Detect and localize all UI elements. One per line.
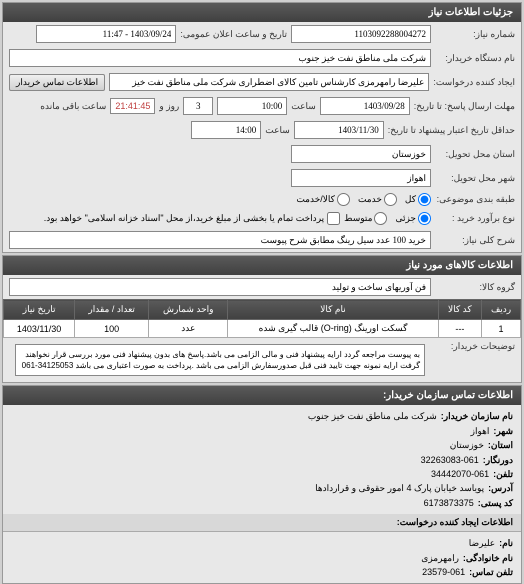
group-input[interactable] — [9, 278, 431, 296]
announce-date-input[interactable] — [36, 25, 176, 43]
name-label: نام: — [499, 536, 513, 550]
org-value: شرکت ملی مناطق نفت خیز جنوب — [308, 409, 437, 423]
org-label: نام سازمان خریدار: — [441, 409, 513, 423]
general-desc-label: شرح کلی نیاز: — [435, 235, 515, 246]
radio-service-label: خدمت — [358, 194, 382, 205]
general-desc-input[interactable] — [9, 231, 431, 249]
request-number-input[interactable] — [291, 25, 431, 43]
delivery-state-input[interactable] — [291, 145, 431, 163]
postal-value: 6173873375 — [424, 496, 474, 510]
panel-header-goods: اطلاعات کالاهای مورد نیاز — [3, 256, 521, 275]
province-value: خوزستان — [450, 438, 484, 452]
radio-all[interactable]: کل — [405, 193, 431, 206]
table-row[interactable]: 1 --- گسکت اورینگ (O-ring) قالب گیری شده… — [4, 320, 521, 338]
purchase-type-radio-group: جزئی متوسط — [344, 212, 431, 225]
delivery-city-label: شهر محل تحویل: — [435, 173, 515, 184]
address-label: آدرس: — [488, 481, 513, 495]
radio-all-label: کل — [405, 194, 416, 205]
radio-goods[interactable]: کالا/خدمت — [296, 193, 350, 206]
radio-goods-label: کالا/خدمت — [296, 194, 335, 205]
buyer-device-label: نام دستگاه خریدار: — [435, 53, 515, 64]
payment-checkbox[interactable]: پرداخت تمام یا بخشی از مبلغ خرید،از محل … — [44, 212, 340, 225]
delivery-state-label: استان محل تحویل: — [435, 149, 515, 160]
fax-label: دورنگار: — [483, 453, 513, 467]
col-index: ردیف — [482, 300, 521, 320]
purchase-type-label: نوع برآورد خرید : — [435, 213, 515, 224]
deadline-date-input[interactable] — [320, 97, 410, 115]
cell-qty: 100 — [75, 320, 149, 338]
deadline-time-input[interactable] — [217, 97, 287, 115]
buyer-device-input[interactable] — [9, 49, 431, 67]
col-code: کد کالا — [438, 300, 482, 320]
request-number-label: شماره نیاز: — [435, 29, 515, 40]
cell-name: گسکت اورینگ (O-ring) قالب گیری شده — [228, 320, 438, 338]
panel-header-details: جزئیات اطلاعات نیاز — [3, 3, 521, 22]
delivery-city-input[interactable] — [291, 169, 431, 187]
validity-time-input[interactable] — [191, 121, 261, 139]
panel-header-contact: اطلاعات تماس سازمان خریدار: — [3, 386, 521, 405]
classification-radio-group: کل خدمت کالا/خدمت — [296, 193, 431, 206]
phone-value: 34442070-061 — [431, 467, 489, 481]
col-date: تاریخ نیاز — [4, 300, 75, 320]
creator-input[interactable] — [109, 73, 429, 91]
city-label: شهر: — [493, 424, 513, 438]
time-label-1: ساعت — [291, 101, 316, 112]
radio-service[interactable]: خدمت — [358, 193, 397, 206]
radio-partial-label: جزئی — [395, 213, 416, 224]
fax-value: 32263083-061 — [421, 453, 479, 467]
deadline-label: مهلت ارسال پاسخ: تا تاریخ: — [414, 101, 515, 112]
creator-label: ایجاد کننده درخواست: — [433, 77, 515, 88]
col-qty: تعداد / مقدار — [75, 300, 149, 320]
remain-label: ساعت باقی مانده — [40, 101, 106, 112]
buyer-notes: به پیوست مراجعه گردد ارایه پیشنهاد فنی و… — [15, 344, 425, 376]
payment-note-label: پرداخت تمام یا بخشی از مبلغ خرید،از محل … — [44, 213, 324, 224]
classification-label: طبقه بندی موضوعی: — [435, 194, 515, 205]
validity-label: حداقل تاریخ اعتبار پیشنهاد تا تاریخ: — [388, 125, 515, 136]
goods-table: ردیف کد کالا نام کالا واحد شمارش تعداد /… — [3, 299, 521, 338]
cell-code: --- — [438, 320, 482, 338]
days-label: روز و — [159, 101, 179, 112]
radio-medium[interactable]: متوسط — [344, 212, 387, 225]
cell-date: 1403/11/30 — [4, 320, 75, 338]
family-label: نام خانوادگی: — [463, 551, 513, 565]
countdown-timer: 21:41:45 — [110, 98, 155, 114]
postal-label: کد پستی: — [478, 496, 513, 510]
phone-label: تلفن: — [493, 467, 513, 481]
radio-medium-label: متوسط — [344, 213, 372, 224]
validity-date-input[interactable] — [294, 121, 384, 139]
col-name: نام کالا — [228, 300, 438, 320]
announce-date-label: تاریخ و ساعت اعلان عمومی: — [180, 29, 287, 40]
contact-phone-label: تلفن تماس: — [469, 565, 513, 579]
name-value: علیرضا — [469, 536, 495, 550]
address-value: پویاسد خیابان پارک 4 امور حقوقی و قراردا… — [315, 481, 484, 495]
time-label-2: ساعت — [265, 125, 290, 136]
cell-unit: عدد — [149, 320, 228, 338]
group-label: گروه کالا: — [435, 282, 515, 293]
days-remain-input — [183, 97, 213, 115]
radio-partial[interactable]: جزئی — [395, 212, 431, 225]
province-label: استان: — [488, 438, 513, 452]
contact-info-button[interactable]: اطلاعات تماس خریدار — [9, 74, 105, 91]
city-value: اهواز — [471, 424, 490, 438]
col-unit: واحد شمارش — [149, 300, 228, 320]
family-value: رامهرمزی — [421, 551, 459, 565]
cell-index: 1 — [482, 320, 521, 338]
contact-phone-value: 23579-061 — [422, 565, 465, 579]
notes-label: توضیحات خریدار: — [435, 341, 515, 352]
requester-section-header: اطلاعات ایجاد کننده درخواست: — [3, 514, 521, 532]
